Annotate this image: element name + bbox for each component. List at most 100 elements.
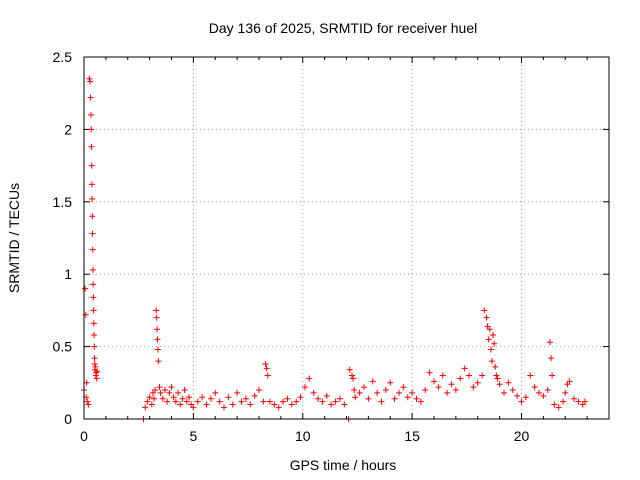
y-tick-label: 2.5 <box>53 49 73 65</box>
data-point <box>90 307 97 314</box>
data-point <box>319 398 326 405</box>
data-point <box>234 389 241 396</box>
data-point <box>161 387 168 394</box>
data-point <box>262 360 269 367</box>
y-tick-label: 0.5 <box>53 339 73 355</box>
data-point <box>431 378 437 385</box>
data-point <box>88 126 95 133</box>
data-point <box>501 389 507 396</box>
axis-ticks: 0 5 10 15 20 0 0.5 1 1.5 2 2.5 <box>53 49 609 444</box>
data-point <box>562 389 569 396</box>
data-point <box>229 401 236 408</box>
data-point <box>155 358 162 365</box>
data-point <box>351 387 358 394</box>
grid <box>84 57 609 419</box>
data-point <box>89 195 96 202</box>
data-point <box>374 389 381 396</box>
data-point <box>491 340 498 347</box>
x-tick-label: 20 <box>514 428 530 444</box>
data-point <box>581 398 588 405</box>
data-point <box>271 401 278 408</box>
data-point <box>288 401 295 408</box>
data-point <box>190 404 197 411</box>
data-point <box>84 398 91 405</box>
y-tick-label: 2 <box>64 121 72 137</box>
data-point <box>238 398 245 405</box>
data-point <box>144 398 151 405</box>
data-point <box>555 404 562 411</box>
data-point <box>221 404 227 411</box>
data-point <box>323 392 330 399</box>
data-point <box>297 394 304 401</box>
data-point <box>544 387 551 394</box>
data-point <box>496 381 503 388</box>
data-point <box>348 372 355 379</box>
data-point <box>571 395 577 402</box>
data-point <box>466 372 472 379</box>
data-point <box>89 213 96 220</box>
data-point <box>328 401 335 408</box>
data-point <box>356 389 363 396</box>
data-point <box>159 395 166 402</box>
data-point <box>494 375 501 382</box>
data-point <box>260 398 267 405</box>
data-point <box>284 395 291 402</box>
data-point <box>164 398 171 405</box>
data-point <box>426 369 433 376</box>
data-point <box>90 294 97 301</box>
data-point <box>225 394 232 401</box>
data-point <box>203 401 210 408</box>
data-point <box>404 394 411 401</box>
y-tick-label: 0 <box>64 411 72 427</box>
data-point <box>350 375 357 382</box>
x-tick-label: 5 <box>189 428 197 444</box>
data-point <box>85 401 92 408</box>
data-point <box>457 375 464 382</box>
data-point <box>154 346 161 353</box>
data-point <box>275 404 282 411</box>
data-point <box>461 365 468 372</box>
data-point <box>88 162 95 169</box>
y-tick-label: 1.5 <box>53 194 73 210</box>
data-point <box>413 395 420 402</box>
data-point <box>179 395 186 402</box>
data-point <box>89 266 96 273</box>
data-point <box>518 398 525 405</box>
data-point <box>474 379 481 386</box>
data-point <box>263 365 270 372</box>
data-point <box>470 384 477 391</box>
x-tick-label: 0 <box>80 428 88 444</box>
data-point <box>365 395 372 402</box>
data-point <box>89 230 96 237</box>
data-points <box>81 75 588 422</box>
data-point <box>336 395 343 402</box>
data-point <box>485 336 492 343</box>
plot-frame <box>83 56 610 420</box>
data-point <box>168 384 175 391</box>
data-point <box>490 332 497 339</box>
data-point <box>540 392 547 399</box>
data-point <box>94 368 101 375</box>
data-point <box>199 394 206 401</box>
data-point <box>306 375 313 382</box>
data-point <box>575 398 582 405</box>
data-point <box>92 363 99 370</box>
data-point <box>483 314 490 321</box>
data-point <box>549 372 556 379</box>
data-point <box>86 75 93 82</box>
data-point <box>382 387 389 394</box>
data-point <box>315 395 322 402</box>
data-point <box>88 111 94 118</box>
data-point <box>387 379 394 386</box>
y-axis-title: SRMTID / TECUs <box>6 183 22 293</box>
data-point <box>183 398 190 405</box>
data-point <box>522 394 529 401</box>
data-point <box>280 398 287 405</box>
data-point <box>88 143 95 150</box>
data-point <box>435 384 442 391</box>
data-point <box>212 389 219 396</box>
data-point <box>439 372 446 379</box>
data-point <box>83 379 90 386</box>
data-point <box>172 398 179 405</box>
data-point <box>87 94 94 101</box>
